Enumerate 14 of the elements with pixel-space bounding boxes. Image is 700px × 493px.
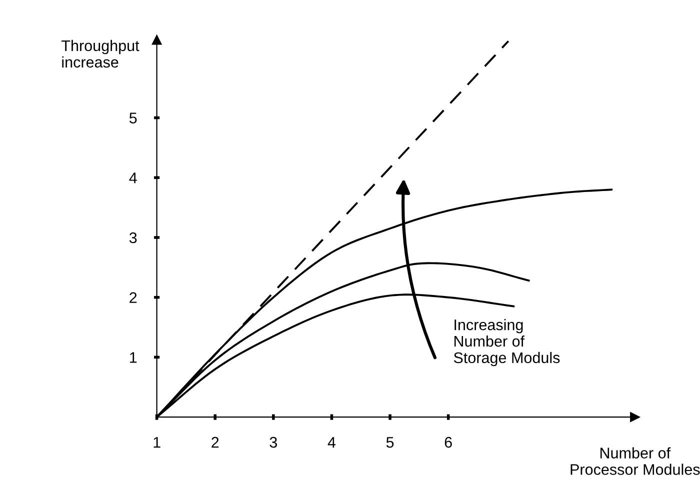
y-tick-label: 5	[129, 112, 137, 124]
x-axis-title: Number of Processor Modules	[570, 447, 700, 475]
y-tick-label: 4	[129, 172, 137, 184]
x-tick-label: 5	[386, 437, 394, 448]
x-tick-label: 6	[444, 436, 452, 448]
annotation: Increasing Number of Storage Moduls	[454, 319, 560, 366]
y-tick-label: 2	[130, 292, 137, 303]
y-axis-title: Throughput increase	[62, 40, 140, 68]
x-tick-label: 3	[270, 436, 277, 448]
y-tick-label: 1	[130, 352, 137, 363]
x-tick-label: 1	[154, 437, 160, 448]
x-tick-label: 2	[212, 436, 219, 448]
x-tick-label: 4	[328, 437, 336, 448]
y-tick-label: 3	[129, 232, 137, 244]
